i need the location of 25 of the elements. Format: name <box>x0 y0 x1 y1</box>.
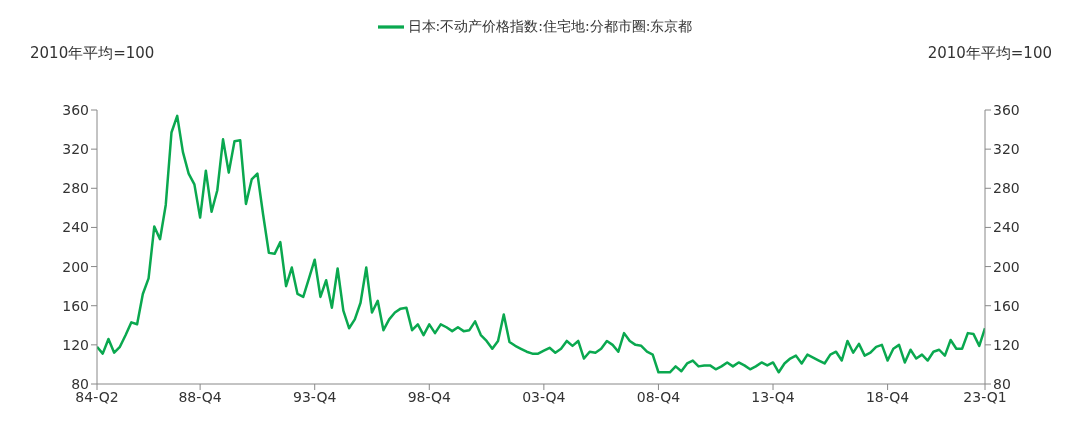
x-tick-label: 13-Q4 <box>751 388 795 405</box>
y-tick-label: 200 <box>62 258 89 275</box>
y-tick-label: 160 <box>62 297 89 314</box>
x-tick-label: 18-Q4 <box>865 388 910 405</box>
y-tick-label: 280 <box>62 180 89 197</box>
y-axis-title: 2010年平均=100 <box>30 44 155 63</box>
x-tick-label: 08-Q4 <box>636 388 681 405</box>
x-tick-label: 98-Q4 <box>407 388 452 405</box>
y-tick-label: 120 <box>62 336 89 353</box>
legend-label: 日本:不动产价格指数:住宅地:分都市圈:东京都 <box>407 18 693 34</box>
y2-tick-label: 120 <box>993 336 1020 353</box>
y2-tick-label: 240 <box>993 219 1020 236</box>
y2-axis-title: 2010年平均=100 <box>927 44 1052 63</box>
y2-tick-label: 320 <box>993 141 1020 158</box>
x-tick-label: 88-Q4 <box>178 388 222 405</box>
y-tick-label: 240 <box>62 219 89 236</box>
y2-tick-label: 200 <box>993 258 1020 275</box>
y2-tick-label: 160 <box>993 297 1020 314</box>
y2-tick-label: 360 <box>993 101 1020 118</box>
y-tick-label: 360 <box>62 101 89 118</box>
y-tick-label: 320 <box>62 141 89 158</box>
x-tick-label: 03-Q4 <box>522 388 566 405</box>
y2-tick-label: 280 <box>993 180 1020 197</box>
line-series <box>97 114 985 374</box>
x-tick-label: 93-Q4 <box>293 388 337 405</box>
